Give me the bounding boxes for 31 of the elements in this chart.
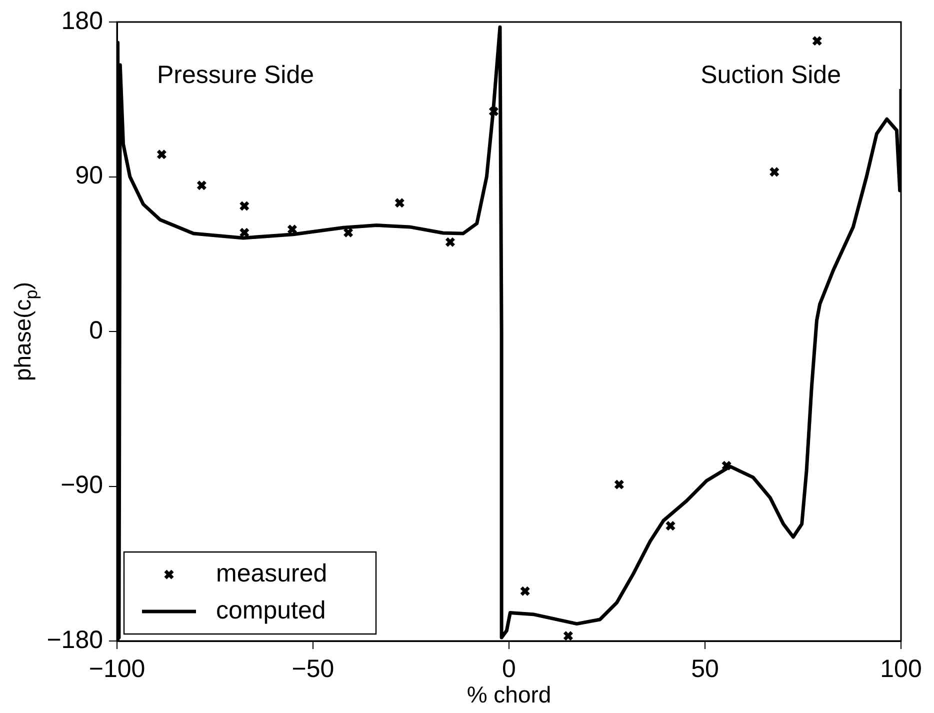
point — [562, 630, 574, 641]
x-tick-label: −50 — [292, 654, 334, 683]
y-tick-label: 180 — [61, 6, 103, 35]
point — [394, 198, 405, 208]
point — [444, 236, 456, 248]
point — [156, 149, 167, 160]
point — [721, 460, 732, 471]
y-tick-label: 0 — [89, 316, 103, 344]
y-tick-label: −90 — [60, 471, 103, 500]
point — [769, 166, 780, 178]
legend-label: computed — [216, 596, 326, 624]
x-tick-label: 100 — [880, 654, 922, 683]
point — [665, 520, 676, 532]
point — [342, 227, 354, 238]
point — [196, 180, 207, 191]
point — [614, 479, 624, 490]
y-axis-title: phase(cp) — [9, 282, 41, 382]
point — [520, 586, 530, 596]
x-tick-label: 0 — [502, 654, 516, 683]
x-axis-title: % chord — [466, 681, 552, 708]
point — [239, 227, 250, 238]
point — [488, 106, 499, 117]
annotation: Suction Side — [700, 60, 841, 89]
x-tick-label: −100 — [88, 654, 146, 683]
legend-label: measured — [216, 559, 328, 588]
y-tick-label: −180 — [46, 626, 103, 654]
point — [812, 36, 822, 46]
x-tick-label: 50 — [691, 654, 719, 683]
point — [239, 200, 250, 212]
y-tick-label: 90 — [75, 162, 103, 190]
annotation: Pressure Side — [157, 60, 314, 89]
